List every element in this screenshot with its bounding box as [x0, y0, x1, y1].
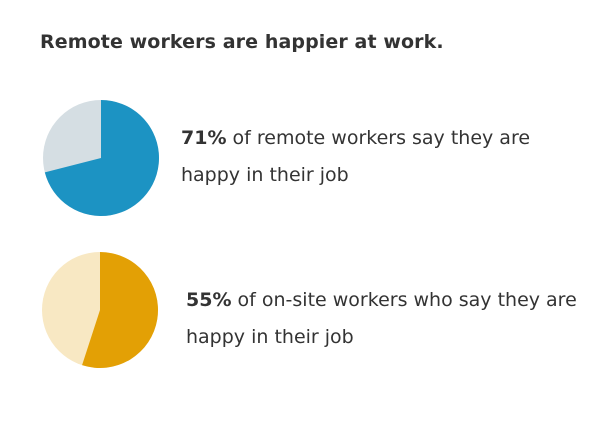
stat-remote-caption: of remote workers say they are happy in … [181, 127, 531, 186]
stat-onsite-caption: of on-site workers who say they are happ… [186, 289, 577, 348]
pie-remote-workers [43, 100, 159, 216]
stat-remote-workers: 71% of remote workers say they are happy… [181, 120, 581, 194]
pie-slice-onsite-highlight [82, 252, 159, 368]
pie-slice-remote-highlight [44, 100, 159, 216]
stat-remote-percent: 71% [181, 127, 227, 149]
stat-onsite-percent: 55% [186, 289, 232, 311]
stat-onsite-workers: 55% of on-site workers who say they are … [186, 282, 586, 356]
pie-onsite-workers [42, 252, 159, 368]
chart-title: Remote workers are happier at work. [40, 31, 444, 53]
